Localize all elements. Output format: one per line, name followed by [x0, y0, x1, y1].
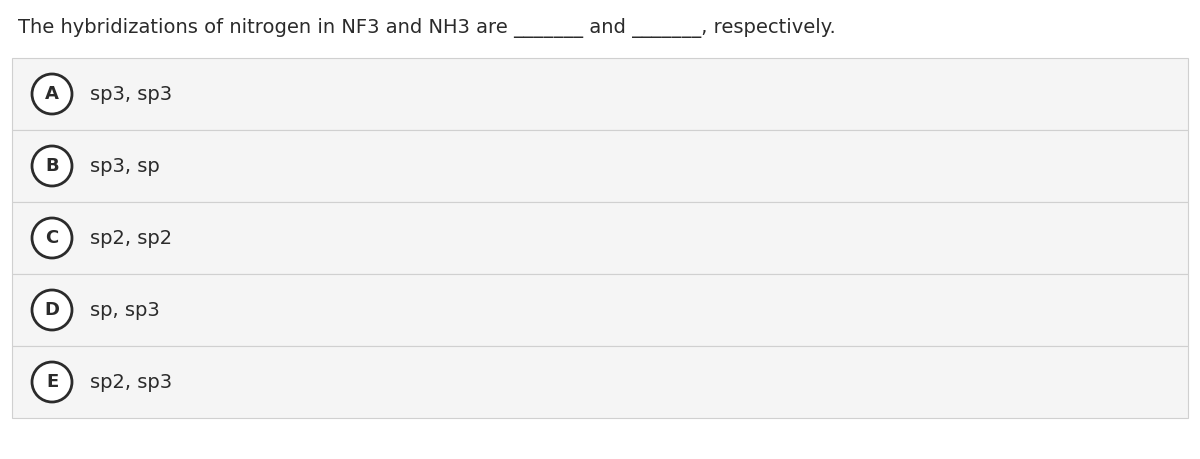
- Ellipse shape: [32, 290, 72, 330]
- Text: D: D: [44, 301, 60, 319]
- Bar: [12, 346, 1188, 418]
- Text: sp, sp3: sp, sp3: [90, 301, 160, 319]
- Bar: [12, 274, 1188, 346]
- Ellipse shape: [32, 146, 72, 186]
- Ellipse shape: [32, 74, 72, 114]
- Ellipse shape: [32, 362, 72, 402]
- Text: C: C: [46, 229, 59, 247]
- Text: sp2, sp3: sp2, sp3: [90, 373, 172, 392]
- Text: sp3, sp3: sp3, sp3: [90, 84, 172, 103]
- Bar: [12, 130, 1188, 202]
- Text: B: B: [46, 157, 59, 175]
- Bar: [12, 202, 1188, 274]
- Text: sp3, sp: sp3, sp: [90, 157, 160, 175]
- Text: A: A: [46, 85, 59, 103]
- Text: The hybridizations of nitrogen in NF3 and NH3 are _______ and _______, respectiv: The hybridizations of nitrogen in NF3 an…: [18, 18, 835, 38]
- Text: E: E: [46, 373, 58, 391]
- Text: sp2, sp2: sp2, sp2: [90, 229, 172, 247]
- Ellipse shape: [32, 218, 72, 258]
- Bar: [12, 58, 1188, 130]
